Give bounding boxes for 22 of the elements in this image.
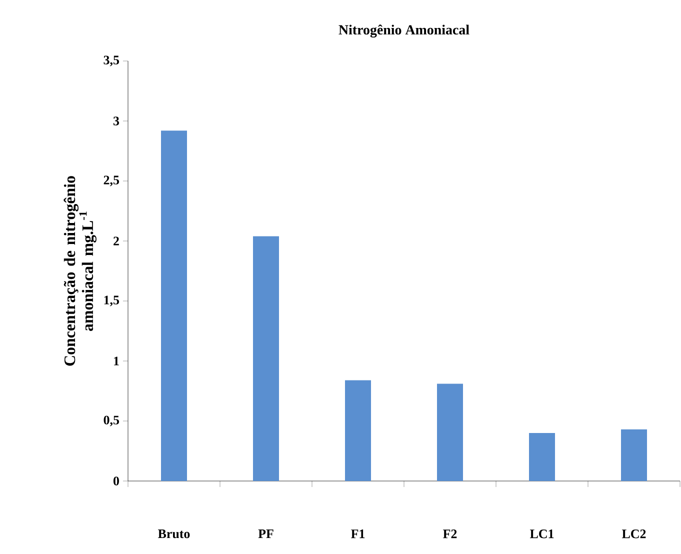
y-axis-title: Concentração de nitrogênio amoniacal mg.L$^{-1}$ xyxy=(64,176,96,366)
bar xyxy=(345,380,372,481)
x-tick-label: F1 xyxy=(351,530,365,538)
bar xyxy=(253,236,280,481)
x-tick-label: Bruto xyxy=(158,530,190,538)
y-tick-label: 3 xyxy=(113,116,120,126)
x-tick-label: F2 xyxy=(443,530,457,538)
y-tick-label: 2,5 xyxy=(104,176,120,186)
y-tick-label: 2 xyxy=(114,236,119,246)
bar xyxy=(437,384,464,481)
y-tick-label: 1 xyxy=(114,356,119,366)
x-tick-label: LC1 xyxy=(530,530,554,538)
x-tick-label: PF xyxy=(258,530,274,538)
bar xyxy=(161,130,187,481)
chart-title: Nitrogênio Amoniacal xyxy=(338,24,470,38)
y-tick-label: 1,5 xyxy=(104,296,120,306)
y-tick-label: 0,5 xyxy=(104,416,120,426)
bar xyxy=(529,433,556,481)
bar xyxy=(621,429,648,481)
y-tick-label: 0 xyxy=(114,476,119,486)
y-tick-label: 3,5 xyxy=(104,56,120,66)
x-tick-label: LC2 xyxy=(622,530,646,538)
